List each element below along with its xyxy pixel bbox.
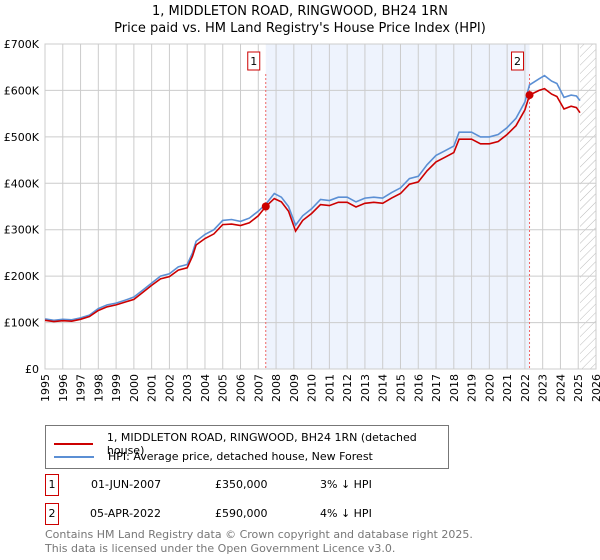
chart-title: 1, MIDDLETON ROAD, RINGWOOD, BH24 1RN	[152, 4, 448, 19]
y-tick-label: £300K	[4, 224, 40, 237]
legend-item-hpi: HPI: Average price, detached house, New …	[54, 450, 373, 463]
x-tick-label: 2023	[537, 374, 550, 402]
legend-red-line	[54, 443, 93, 445]
y-tick-label: £400K	[4, 177, 40, 190]
price-chart: 1995 1996 1997 1998 1999 2000 2001 2002 2003 2004…	[4, 38, 600, 402]
x-tick-label: 2017	[430, 374, 443, 402]
transaction-row: 1 01-JUN-2007 £350,000 3% ↓ HPI	[45, 474, 545, 496]
x-tick-label: 2009	[288, 374, 301, 402]
marker-label-text: 1	[250, 55, 257, 68]
x-tick-label: 1996	[57, 374, 70, 402]
x-tick-label: 2019	[466, 374, 479, 402]
x-tick-label: 2011	[323, 374, 336, 402]
transaction-price: £590,000	[215, 507, 268, 520]
x-tick-label: 2024	[554, 374, 567, 402]
property-price-line	[44, 87, 581, 323]
transaction-row: 2 05-APR-2022 £590,000 4% ↓ HPI	[45, 503, 545, 525]
x-tick-label: 1995	[39, 374, 52, 402]
x-tick-label: 2006	[235, 374, 248, 402]
marker-label-text: 2	[514, 55, 521, 68]
legend-label-property: 1, MIDDLETON ROAD, RINGWOOD, BH24 1RN (d…	[106, 431, 417, 457]
y-tick-label: £700K	[4, 38, 40, 51]
forecast-hatch	[580, 44, 596, 369]
y-tick-label: £0	[25, 363, 39, 376]
sale-period-shade	[265, 44, 530, 369]
legend: 1, MIDDLETON ROAD, RINGWOOD, BH24 1RN (d…	[45, 425, 449, 469]
marker-label: 2	[511, 51, 525, 71]
x-tick-label: 1998	[92, 374, 105, 402]
x-tick-label: 2018	[448, 374, 461, 402]
transaction-price: £350,000	[215, 478, 268, 491]
x-tick-label: 2013	[359, 374, 372, 402]
x-tick-label: 2020	[483, 374, 496, 402]
marker-label-box	[511, 51, 525, 71]
marker-badge: 1	[45, 474, 59, 496]
y-tick-label: £600K	[4, 84, 40, 97]
transaction-hpi: 4% ↓ HPI	[320, 507, 372, 520]
footer: Contains HM Land Registry data © Crown c…	[45, 528, 473, 556]
marker-label: 1	[247, 51, 261, 71]
y-tick-label: £500K	[4, 131, 40, 144]
y-tick-label: £200K	[4, 270, 40, 283]
x-tick-label: 2003	[181, 374, 194, 402]
x-tick-label: 2021	[501, 374, 514, 402]
x-tick-label: 2014	[377, 374, 390, 402]
x-tick-label: 2008	[270, 374, 283, 402]
x-tick-label: 2005	[217, 374, 230, 402]
x-tick-label: 2001	[146, 374, 159, 402]
x-tick-label: 2010	[306, 374, 319, 402]
marker-label-box	[247, 51, 261, 71]
footer-line-2: This data is licensed under the Open Gov…	[45, 542, 396, 555]
transaction-date: 01-JUN-2007	[91, 478, 162, 491]
legend-label-hpi: HPI: Average price, detached house, New …	[108, 450, 373, 463]
x-tick-label: 2026	[590, 374, 600, 402]
hpi-line	[44, 74, 581, 322]
x-tick-label: 2022	[519, 374, 532, 402]
chart-subtitle: Price paid vs. HM Land Registry's House …	[114, 21, 486, 36]
legend-item-property: 1, MIDDLETON ROAD, RINGWOOD, BH24 1RN (d…	[54, 431, 448, 457]
y-tick-label: £100K	[4, 317, 40, 330]
x-tick-label: 1997	[75, 374, 88, 402]
sale-point	[261, 202, 270, 211]
transaction-date: 05-APR-2022	[90, 507, 162, 520]
x-tick-label: 2007	[252, 374, 265, 402]
x-tick-label: 1999	[110, 374, 123, 402]
marker-badge: 2	[45, 503, 59, 525]
footer-line-1: Contains HM Land Registry data © Crown c…	[45, 528, 473, 541]
x-tick-label: 2004	[199, 374, 212, 402]
plot-border	[44, 43, 597, 370]
x-tick-label: 2002	[163, 374, 176, 402]
transaction-hpi: 3% ↓ HPI	[320, 478, 372, 491]
sale-point	[525, 91, 534, 100]
x-tick-label: 2000	[128, 374, 141, 402]
x-tick-label: 2015	[394, 374, 407, 402]
x-tick-label: 2012	[341, 374, 354, 402]
x-tick-label: 2016	[412, 374, 425, 402]
x-tick-label: 2025	[572, 374, 585, 402]
legend-blue-line	[54, 455, 94, 458]
